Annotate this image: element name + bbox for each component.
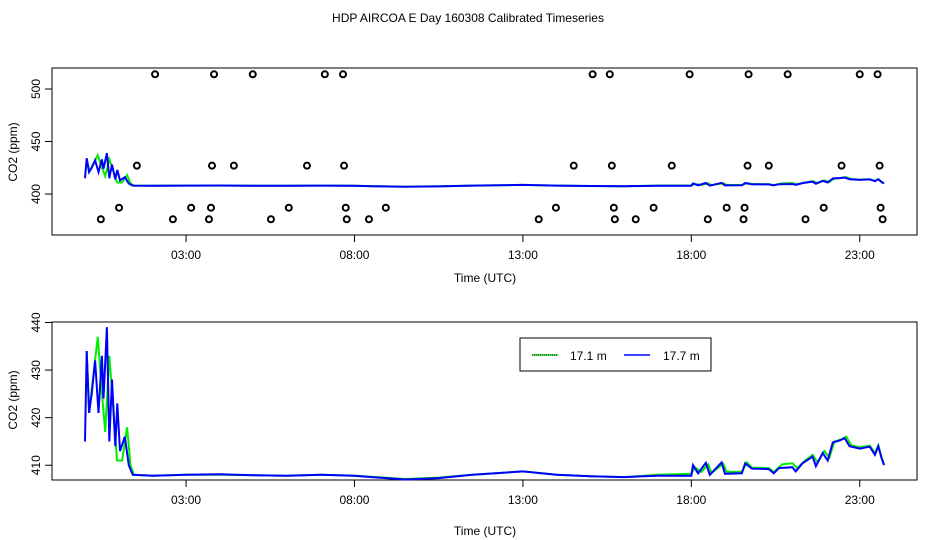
flag-point — [302, 161, 311, 170]
bottom-x-tick-label: 03:00 — [171, 493, 201, 507]
flag-point — [340, 161, 349, 170]
bottom-y-tick-label: 420 — [29, 407, 43, 427]
top-x-tick-label: 08:00 — [339, 248, 369, 262]
flag-point — [204, 215, 213, 224]
bottom-plot-area: 03:00 08:00 13:00 18:00 23:00 410 420 430 440 — [29, 312, 885, 507]
legend: 17.1 m 17.7 m — [519, 337, 712, 372]
bottom-y-tick-label: 410 — [29, 455, 43, 475]
flag-point — [551, 203, 560, 212]
top-y-tick-label: 400 — [29, 184, 43, 204]
top-plot-frame — [51, 67, 918, 236]
flag-point — [248, 70, 257, 79]
bottom-x-tick-label: 13:00 — [508, 493, 538, 507]
top-plot-area: 03:00 08:00 13:00 18:00 23:00 400 450 500 — [29, 70, 887, 262]
flag-point — [744, 70, 753, 79]
flag-point — [151, 70, 160, 79]
top-y-tick-label: 500 — [29, 79, 43, 99]
top-y-tick-label: 450 — [29, 131, 43, 151]
flag-point — [210, 70, 219, 79]
top-x-axis-label: Time (UTC) — [454, 271, 516, 285]
bottom-x-tick-label: 08:00 — [339, 493, 369, 507]
bottom-y-tick-label: 430 — [29, 360, 43, 380]
flag-point — [739, 215, 748, 224]
flag-point — [229, 161, 238, 170]
flag-point — [96, 215, 105, 224]
flag-point — [605, 70, 614, 79]
bottom-plot-frame — [51, 321, 918, 481]
legend-label-17-7m: 17.7 m — [663, 349, 700, 363]
flag-point — [115, 203, 124, 212]
flag-point — [266, 215, 275, 224]
top-series-line-17-1-m — [85, 152, 885, 188]
legend-label-17-1m: 17.1 m — [570, 349, 607, 363]
flag-point — [743, 161, 752, 170]
flag-point — [876, 203, 885, 212]
flag-point — [819, 203, 828, 212]
flag-point — [320, 70, 329, 79]
bottom-series-line-17-1-m — [85, 336, 885, 481]
flag-point — [168, 215, 177, 224]
flag-point — [722, 203, 731, 212]
top-series-line-17-7-m — [84, 152, 885, 188]
flag-point — [667, 161, 676, 170]
flag-point — [703, 215, 712, 224]
top-x-tick-label: 23:00 — [845, 248, 875, 262]
flag-point — [206, 203, 215, 212]
top-x-tick-label: 03:00 — [171, 248, 201, 262]
chart-title: HDP AIRCOA E Day 160308 Calibrated Times… — [332, 11, 604, 25]
bottom-x-axis-label: Time (UTC) — [454, 524, 516, 538]
flag-point — [837, 161, 846, 170]
flag-point — [855, 70, 864, 79]
flag-point — [339, 70, 348, 79]
flag-point — [284, 203, 293, 212]
flag-point — [873, 70, 882, 79]
flag-point — [381, 203, 390, 212]
flag-point — [132, 161, 141, 170]
flag-point — [534, 215, 543, 224]
flag-point — [607, 161, 616, 170]
flag-point — [341, 203, 350, 212]
bottom-y-axis-label: CO2 (ppm) — [6, 370, 20, 429]
flag-point — [764, 161, 773, 170]
top-x-tick-label: 18:00 — [676, 248, 706, 262]
flag-point — [588, 70, 597, 79]
bottom-y-tick-label: 440 — [29, 312, 43, 332]
flag-point — [875, 161, 884, 170]
bottom-series-line-17-7-m — [84, 327, 885, 481]
flag-point — [801, 215, 810, 224]
flag-point — [878, 215, 887, 224]
flag-point — [609, 203, 618, 212]
flag-point — [342, 215, 351, 224]
flag-point — [569, 161, 578, 170]
bottom-x-tick-label: 18:00 — [676, 493, 706, 507]
flag-point — [685, 70, 694, 79]
flag-point — [649, 203, 658, 212]
top-x-tick-label: 13:00 — [508, 248, 538, 262]
flag-point — [364, 215, 373, 224]
bottom-x-tick-label: 23:00 — [845, 493, 875, 507]
flag-point — [783, 70, 792, 79]
flag-point — [207, 161, 216, 170]
flag-point — [631, 215, 640, 224]
top-y-axis-label: CO2 (ppm) — [6, 122, 20, 181]
flag-point — [740, 203, 749, 212]
flag-point — [610, 215, 619, 224]
flag-point — [187, 203, 196, 212]
